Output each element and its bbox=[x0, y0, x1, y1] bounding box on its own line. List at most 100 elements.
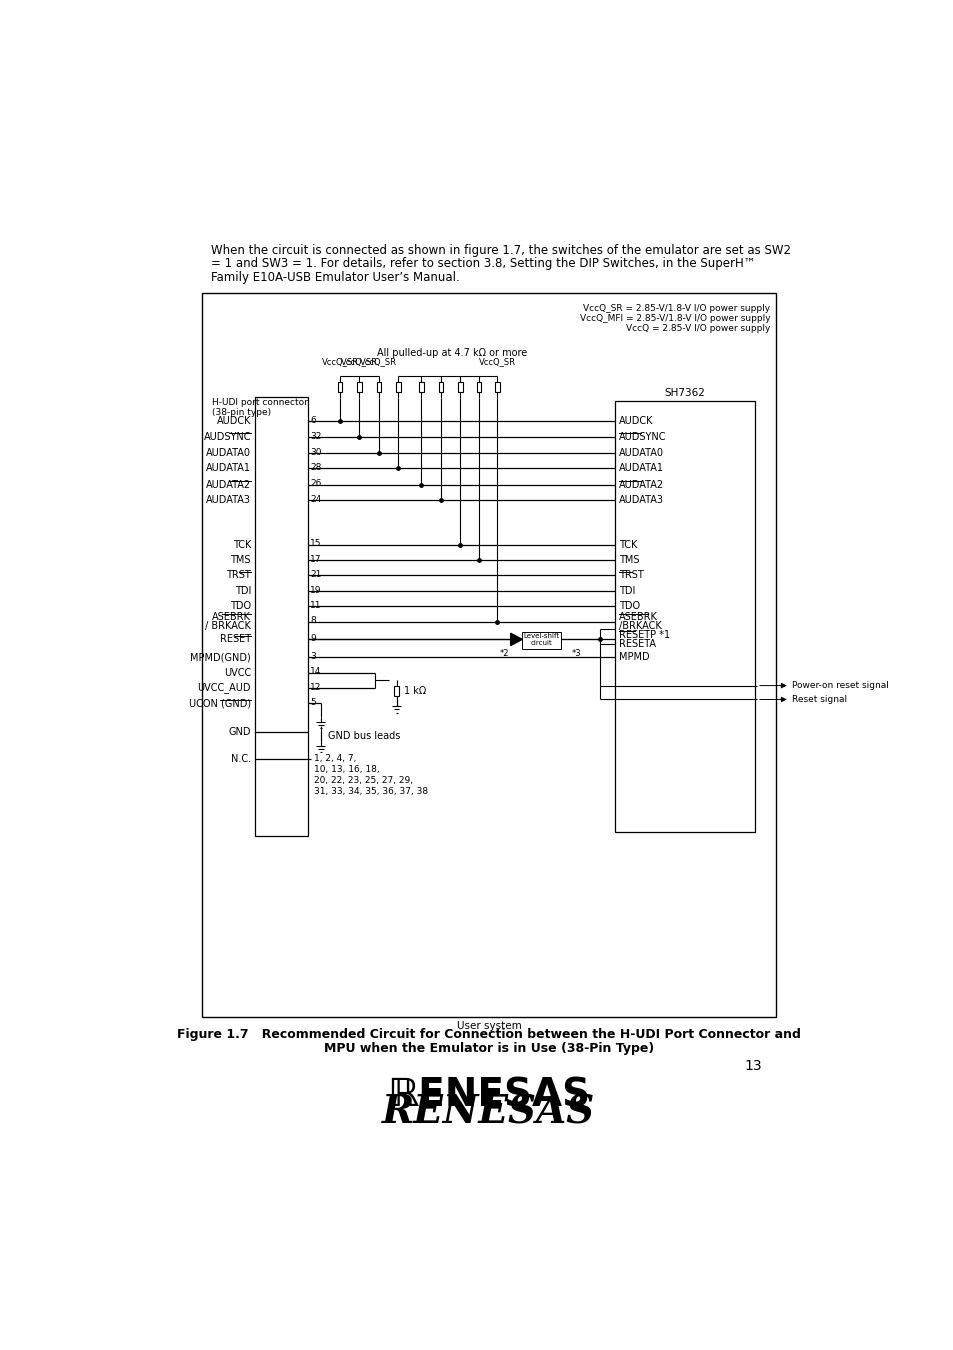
Text: Power-on reset signal: Power-on reset signal bbox=[791, 682, 888, 690]
Text: 1 kΩ: 1 kΩ bbox=[404, 686, 426, 697]
Bar bbox=[356, 382, 361, 393]
Text: 11: 11 bbox=[310, 601, 321, 610]
Text: 9: 9 bbox=[310, 634, 315, 643]
Text: 32: 32 bbox=[310, 432, 321, 440]
Text: All pulled-up at 4.7 kΩ or more: All pulled-up at 4.7 kΩ or more bbox=[377, 348, 527, 358]
Text: VccQ_SR: VccQ_SR bbox=[340, 356, 377, 366]
Text: RESET: RESET bbox=[219, 634, 251, 644]
Text: User system: User system bbox=[456, 1021, 520, 1030]
Bar bbox=[202, 293, 775, 1017]
Bar bbox=[438, 382, 443, 393]
Text: 10, 13, 16, 18,: 10, 13, 16, 18, bbox=[314, 765, 379, 774]
Text: AUDATA0: AUDATA0 bbox=[618, 448, 663, 458]
Text: Level-shift: Level-shift bbox=[523, 633, 559, 640]
Bar bbox=[254, 397, 307, 836]
Text: AUDATA3: AUDATA3 bbox=[618, 495, 663, 505]
Text: 5: 5 bbox=[310, 698, 315, 707]
Bar bbox=[521, 632, 560, 648]
Text: 30: 30 bbox=[310, 448, 321, 456]
Text: VccQ_SR: VccQ_SR bbox=[360, 356, 397, 366]
Text: 26: 26 bbox=[310, 479, 321, 489]
Text: 31, 33, 34, 35, 36, 37, 38: 31, 33, 34, 35, 36, 37, 38 bbox=[314, 787, 428, 795]
Text: 12: 12 bbox=[310, 683, 321, 691]
Text: Figure 1.7   Recommended Circuit for Connection between the H-UDI Port Connector: Figure 1.7 Recommended Circuit for Conne… bbox=[177, 1029, 800, 1041]
Text: GND: GND bbox=[229, 726, 251, 737]
Text: TDI: TDI bbox=[234, 586, 251, 595]
Text: 14: 14 bbox=[310, 667, 321, 676]
Polygon shape bbox=[510, 633, 521, 645]
Bar bbox=[376, 382, 381, 393]
Bar bbox=[476, 382, 480, 393]
Text: 15: 15 bbox=[310, 540, 321, 548]
Text: UCON (GND): UCON (GND) bbox=[189, 698, 251, 709]
Text: 20, 22, 23, 25, 27, 29,: 20, 22, 23, 25, 27, 29, bbox=[314, 776, 413, 784]
Text: GND bus leads: GND bus leads bbox=[328, 730, 400, 741]
Text: (38-pin type): (38-pin type) bbox=[212, 409, 271, 417]
Text: Reset signal: Reset signal bbox=[791, 695, 846, 703]
Text: AUDSYNC: AUDSYNC bbox=[618, 432, 666, 441]
Bar bbox=[395, 382, 400, 393]
Text: VccQ_MFI = 2.85-V/1.8-V I/O power supply: VccQ_MFI = 2.85-V/1.8-V I/O power supply bbox=[579, 313, 769, 323]
Text: TRST: TRST bbox=[618, 571, 643, 580]
Text: / BRKACK: / BRKACK bbox=[205, 621, 251, 632]
Text: TRST: TRST bbox=[226, 571, 251, 580]
Bar bbox=[418, 382, 423, 393]
Text: VccQ_SR = 2.85-V/1.8-V I/O power supply: VccQ_SR = 2.85-V/1.8-V I/O power supply bbox=[582, 304, 769, 313]
Text: ℝENESAS: ℝENESAS bbox=[387, 1077, 590, 1115]
Text: RENESAS: RENESAS bbox=[382, 1094, 595, 1131]
Text: ASEBRK: ASEBRK bbox=[618, 612, 658, 622]
Text: 8: 8 bbox=[310, 617, 315, 625]
Text: TCK: TCK bbox=[618, 540, 637, 549]
Text: 24: 24 bbox=[310, 494, 321, 504]
Text: AUDATA2: AUDATA2 bbox=[206, 479, 251, 490]
Text: AUDSYNC: AUDSYNC bbox=[203, 432, 251, 441]
Text: ASEBRK: ASEBRK bbox=[212, 612, 251, 622]
Text: TDO: TDO bbox=[618, 601, 639, 612]
Text: 1, 2, 4, 7,: 1, 2, 4, 7, bbox=[314, 755, 355, 763]
Text: TDI: TDI bbox=[618, 586, 635, 595]
Text: TCK: TCK bbox=[233, 540, 251, 549]
Bar bbox=[615, 401, 754, 832]
Text: 28: 28 bbox=[310, 463, 321, 472]
Text: VccQ = 2.85-V I/O power supply: VccQ = 2.85-V I/O power supply bbox=[625, 324, 769, 332]
Text: AUDATA3: AUDATA3 bbox=[206, 495, 251, 505]
Bar bbox=[394, 686, 398, 695]
Text: RESETA: RESETA bbox=[618, 639, 656, 649]
Text: RESETP *1: RESETP *1 bbox=[618, 630, 670, 640]
Text: UVCC_AUD: UVCC_AUD bbox=[197, 683, 251, 694]
Text: 3: 3 bbox=[310, 652, 315, 662]
Text: 19: 19 bbox=[310, 586, 321, 594]
Text: VccQ_SR: VccQ_SR bbox=[478, 356, 516, 366]
Text: N.C.: N.C. bbox=[231, 753, 251, 764]
Bar bbox=[457, 382, 462, 393]
Text: circuit: circuit bbox=[530, 640, 552, 647]
Text: AUDATA0: AUDATA0 bbox=[206, 448, 251, 458]
Text: = 1 and SW3 = 1. For details, refer to section 3.8, Setting the DIP Switches, in: = 1 and SW3 = 1. For details, refer to s… bbox=[212, 258, 755, 270]
Text: /BRKACK: /BRKACK bbox=[618, 621, 661, 632]
Text: When the circuit is connected as shown in figure 1.7, the switches of the emulat: When the circuit is connected as shown i… bbox=[212, 244, 791, 258]
Text: *3: *3 bbox=[571, 648, 580, 657]
Text: TMS: TMS bbox=[618, 555, 639, 566]
Text: 21: 21 bbox=[310, 570, 321, 579]
Bar bbox=[337, 382, 342, 393]
Text: TMS: TMS bbox=[231, 555, 251, 566]
Text: MPMD(GND): MPMD(GND) bbox=[190, 652, 251, 662]
Text: Family E10A-USB Emulator User’s Manual.: Family E10A-USB Emulator User’s Manual. bbox=[212, 270, 459, 284]
Text: MPU when the Emulator is in Use (38-Pin Type): MPU when the Emulator is in Use (38-Pin … bbox=[323, 1042, 654, 1056]
Text: MPMD: MPMD bbox=[618, 652, 649, 662]
Text: UVCC: UVCC bbox=[224, 667, 251, 678]
Bar bbox=[495, 382, 499, 393]
Text: AUDCK: AUDCK bbox=[618, 417, 653, 427]
Text: SH7362: SH7362 bbox=[664, 387, 704, 398]
Text: 6: 6 bbox=[310, 416, 315, 425]
Text: H-UDI port connector: H-UDI port connector bbox=[212, 398, 308, 408]
Text: 13: 13 bbox=[744, 1058, 761, 1073]
Text: *2: *2 bbox=[499, 648, 509, 657]
Text: 17: 17 bbox=[310, 555, 321, 564]
Text: TDO: TDO bbox=[230, 601, 251, 612]
Text: AUDATA2: AUDATA2 bbox=[618, 479, 663, 490]
Text: AUDCK: AUDCK bbox=[216, 417, 251, 427]
Text: AUDATA1: AUDATA1 bbox=[206, 463, 251, 474]
Text: AUDATA1: AUDATA1 bbox=[618, 463, 663, 474]
Text: VccQ_SR: VccQ_SR bbox=[321, 356, 358, 366]
